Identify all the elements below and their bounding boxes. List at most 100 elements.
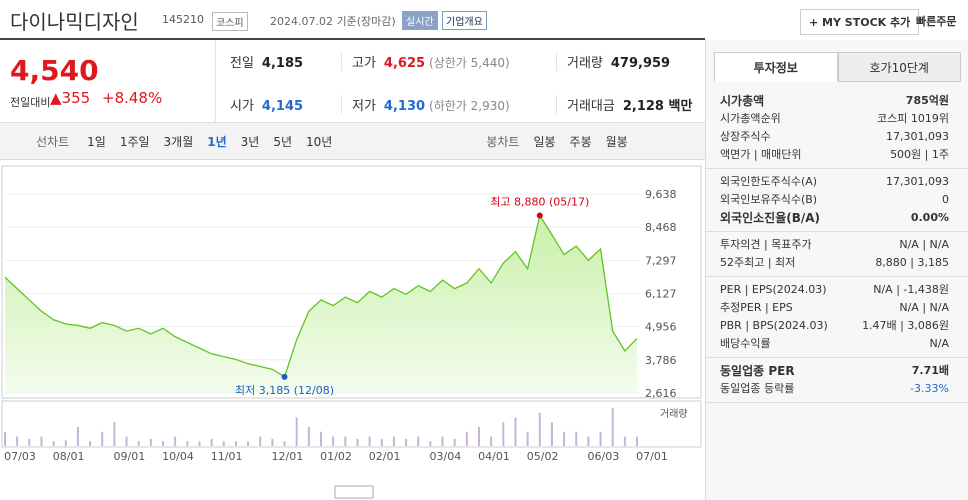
info-value: N/A | -1,438원 [873,283,949,296]
info-row: 외국인보유주식수(B) 0 [706,191,968,209]
tab[interactable]: 1일 [87,135,106,149]
volume-bar [89,441,92,446]
volume-bar [478,427,480,446]
info-value: 코스피 1019위 [877,112,949,125]
quote-value: 4,185 [261,56,304,71]
section: 외국인한도주식수(A) 17,301,093 외국인보유주식수(B) 0 외국인소진율(… [706,169,968,232]
tab[interactable]: 월봉 [605,135,628,149]
volume-bar [320,431,322,446]
info-value: -3.33% [910,382,949,395]
info-label: 배당수익률 [720,337,771,350]
x-tick-label: 07/01 [636,450,668,463]
info-value: 0 [942,193,949,206]
collapse-button [334,485,374,499]
volume-bar [429,441,432,446]
price: 4,540 [10,54,99,87]
info-row: 배당수익률 N/A [706,335,968,353]
volume-bar [137,441,140,446]
volume-bar [380,438,383,446]
quote-value: 4,145 [261,99,304,114]
volume-bar [222,441,225,446]
x-tick-label: 11/01 [211,450,243,463]
volume-bar [113,422,116,446]
tab[interactable]: 10년 [306,135,333,149]
info-label: 외국인소진율(B/A) [720,211,821,225]
info-label: 액면가 | 매매단위 [720,148,802,161]
change-label: 전일대비 [10,96,51,109]
volume-bar [295,417,298,446]
volume-bar [283,441,286,446]
info-value: 0.00% [910,211,949,224]
quick-order[interactable]: 빠른주문 [916,15,957,28]
volume-border [1,400,702,448]
x-tick-label: 10/04 [162,450,194,463]
info-label: 52주최고 | 최저 [720,256,796,269]
tab[interactable]: 3개월 [163,135,194,149]
tab[interactable]: 3년 [240,135,260,149]
volume-bar [502,422,505,446]
info-label: PBR | BPS(2024.03) [720,319,828,332]
info-row: 외국인한도주식수(A) 17,301,093 [706,173,968,191]
volume-bar [149,438,152,446]
x-tick-label: 06/03 [588,450,620,463]
tab[interactable]: 주봉 [569,135,592,149]
volume-bar [611,408,614,446]
info-value: 17,301,093 [886,130,949,143]
tab[interactable]: 1년 [207,135,227,149]
info-label: 투자의견 | 목표주가 [720,238,812,251]
info-value: 8,880 | 3,185 [875,256,949,269]
x-tick-label: 07/03 [4,450,36,463]
realtime[interactable]: 실시간 [402,11,438,30]
quote: 고가 4,625 (상한가 5,440) [341,52,510,71]
change: ▲355 [50,89,91,107]
volume-bar [210,438,213,446]
volume-bar [40,436,43,446]
quote: 시가 4,145 [230,95,303,114]
info-row: 시가총액 785억원 [706,92,968,110]
info-label: 외국인보유주식수(B) [720,193,818,206]
chart-tabs: 선차트 1일 1주일 3개월 1년 3년 5년 10년 봉차트 일봉 주봉 월봉 [0,122,705,160]
quote: 거래대금 2,128 백만 [556,95,692,114]
panel-tab[interactable]: 호가10단계 [837,52,961,82]
low-dot [281,373,288,380]
volume-label: 거래량 [660,408,688,420]
panel-tab[interactable]: 투자정보 [714,52,838,82]
info-value: 1.47배 | 3,086원 [862,319,949,332]
volume-bar [234,441,237,446]
company-info[interactable]: 기업개요 [442,11,487,30]
info-value: 17,301,093 [886,175,949,188]
tab[interactable]: 5년 [273,135,293,149]
y-tick-label: 4,956 [645,321,677,334]
info-label: 추정PER | EPS [720,301,793,314]
volume-bar [271,438,274,446]
y-tick-label: 6,127 [645,288,677,301]
volume-bar [453,438,456,446]
y-tick-label: 9,638 [645,188,677,201]
quote-label: 전일 [230,56,254,71]
y-tick-label: 3,786 [645,354,677,367]
chart: 2,616 3,786 4,956 6,127 7,297 8,468 9,638 최고 8,… [1,165,702,499]
tab[interactable]: 일봉 [533,135,556,149]
price-line [4,213,638,378]
y-tick-label: 7,297 [645,254,677,267]
volume-bar [76,427,79,446]
tab[interactable]: 1주일 [119,135,150,149]
invest-panel: 투자정보 호가10단계 시가총액 785억원 시가총액순위 코스피 1019위 상장주식수 1… [705,40,968,500]
tab-label: 선차트 [36,135,70,149]
volume-bar [623,436,626,446]
quote-extra: (하한가 2,930) [429,99,510,113]
volume-bar [101,431,104,446]
section: 투자의견 | 목표주가 N/A | N/A 52주최고 | 최저 8,880 | 3,… [706,232,968,277]
info-value: N/A | N/A [899,238,949,251]
volume-bar [405,438,408,446]
volume-bar [198,441,201,446]
mystock-button[interactable]: + MY STOCK 추가 [800,9,920,35]
divider [0,38,705,40]
quote-label: 거래대금 [567,99,615,114]
high-dot [536,212,543,219]
info-label: 외국인한도주식수(A) [720,175,818,188]
info-label: 시가총액순위 [720,112,781,125]
x-tick-label: 04/01 [478,450,510,463]
info-label: 동일업종 등락률 [720,382,795,395]
quote: 거래량 479,959 [556,52,670,71]
